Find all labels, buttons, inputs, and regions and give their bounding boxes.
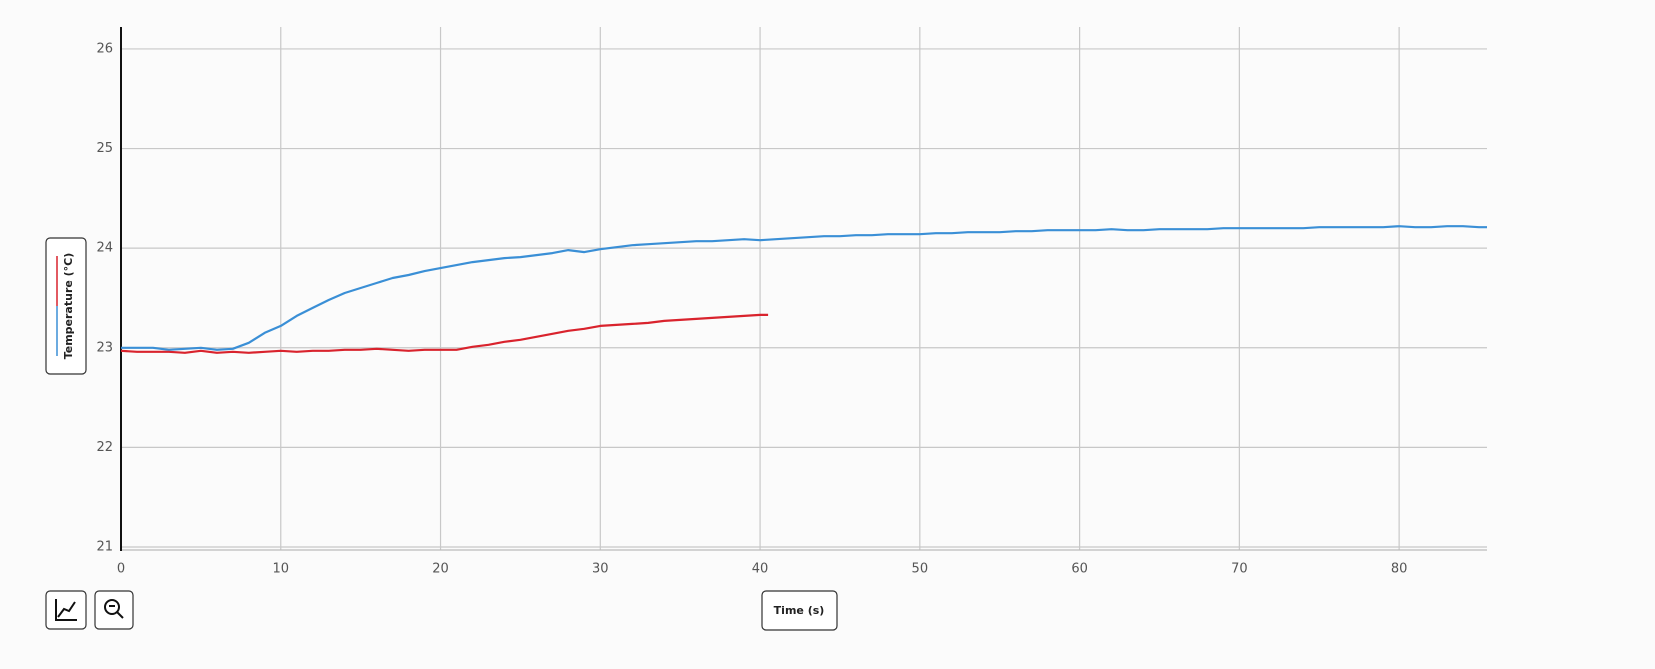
y-tick-label: 23 (96, 340, 113, 355)
y-tick-label: 26 (96, 41, 113, 56)
x-tick-label: 30 (592, 562, 609, 577)
legend-box[interactable] (45, 237, 87, 375)
x-tick-label: 20 (432, 562, 449, 577)
x-tick-label: 40 (752, 562, 769, 577)
icon (55, 599, 77, 621)
x-tick-label: 10 (272, 562, 289, 577)
x-tick-label: 80 (1391, 562, 1408, 577)
x-tick-label: 50 (912, 562, 929, 577)
y-tick-label: 22 (96, 440, 113, 455)
button[interactable] (761, 590, 838, 631)
x-axis-button[interactable]: Time (s) (761, 590, 838, 631)
x-axis-label: Time (s) (774, 604, 825, 617)
x-tick-label: 70 (1231, 562, 1248, 577)
y-tick-label: 25 (96, 141, 113, 156)
icon (104, 599, 120, 615)
y-tick-label: 21 (96, 540, 113, 555)
x-tick-label: 0 (117, 562, 125, 577)
legend[interactable]: Temperature (°C) (45, 237, 87, 375)
plot-type-button[interactable] (45, 590, 87, 630)
button[interactable] (94, 590, 134, 630)
icon (109, 605, 124, 619)
data-line (120, 313, 769, 354)
data-line (121, 225, 1487, 351)
zoom-button[interactable] (94, 590, 134, 630)
x-tick-label: 60 (1071, 562, 1088, 577)
y-axis-label: Temperature (°C) (62, 253, 75, 360)
y-tick-label: 24 (96, 241, 113, 256)
